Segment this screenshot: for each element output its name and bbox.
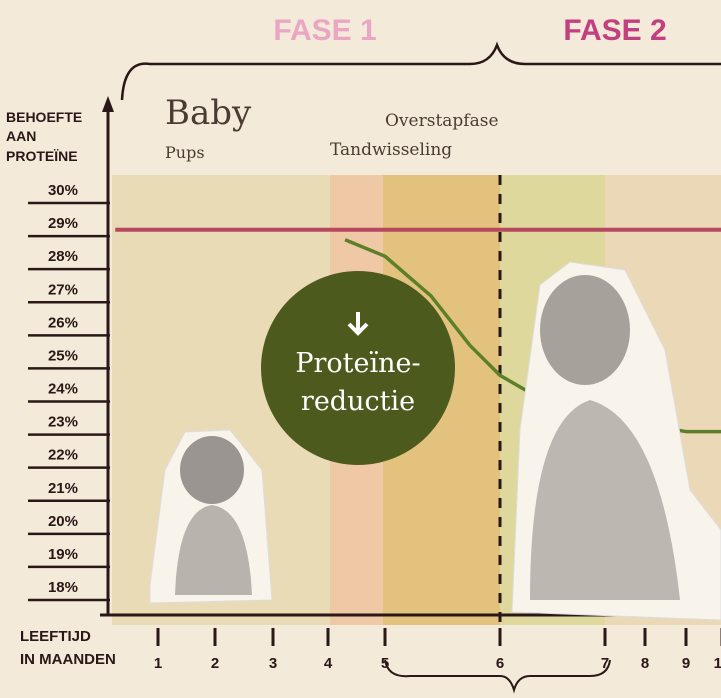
phase-2: FASE 2 — [563, 14, 666, 47]
y-tick-label: 22% — [48, 447, 78, 464]
x-tick-label: 5 — [381, 655, 389, 672]
y-tick-label: 21% — [48, 480, 78, 497]
x-tick-label: 7 — [601, 655, 609, 672]
annotation: Tandwisseling — [330, 140, 452, 160]
phase-1: FASE 1 — [273, 14, 376, 47]
x-tick-label: 3 — [269, 655, 277, 672]
dog-head — [540, 275, 630, 385]
annotation: Pups — [165, 143, 205, 162]
y-tick-label: 25% — [48, 347, 78, 364]
y-label: PROTEÏNE — [6, 148, 78, 164]
y-tick-label: 28% — [48, 248, 78, 265]
annotation: Baby — [165, 93, 252, 133]
y-label: AAN — [6, 128, 36, 144]
x-tick-label: 1 — [154, 655, 162, 672]
y-tick-label: 24% — [48, 381, 78, 398]
y-label: BEHOEFTE — [6, 109, 82, 125]
x-tick-label: 2 — [211, 655, 219, 672]
y-tick-label: 18% — [48, 579, 78, 596]
y-tick-label: 29% — [48, 215, 78, 232]
y-tick-label: 23% — [48, 414, 78, 431]
y-tick-label: 27% — [48, 281, 78, 298]
x-tick-label: 8 — [641, 655, 649, 672]
y-tick-label: 20% — [48, 513, 78, 530]
x-label: LEEFTIJD — [20, 628, 91, 645]
callout-text: reductie — [301, 386, 415, 417]
y-tick-label: 26% — [48, 314, 78, 331]
x-tick-label: 4 — [324, 655, 333, 672]
x-label: IN MAANDEN — [20, 651, 116, 668]
callout-text: Proteïne- — [295, 348, 420, 379]
x-tick-label: 9 — [682, 655, 690, 672]
puppy-head — [180, 436, 244, 504]
x-tick-label: 6 — [496, 655, 504, 672]
x-tick-label: 10 — [714, 655, 721, 672]
y-tick-label: 30% — [48, 182, 78, 199]
annotation: Overstapfase — [385, 111, 499, 131]
y-tick-label: 19% — [48, 546, 78, 563]
chart: FASE 1 FASE 2 BEHOEFTE AAN PROTEÏNE LEEF… — [0, 0, 721, 698]
